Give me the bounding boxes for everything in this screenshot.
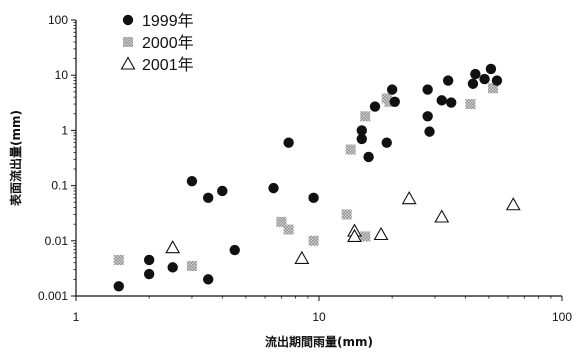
data-point (491, 75, 503, 86)
data-point (341, 209, 352, 220)
data-point (386, 84, 398, 95)
data-point (360, 111, 371, 122)
data-point (217, 185, 228, 197)
data-point (203, 274, 214, 285)
data-point (186, 260, 197, 271)
data-point (186, 176, 198, 187)
data-point (345, 144, 356, 155)
data-point (373, 226, 389, 241)
data-point (308, 235, 319, 246)
legend-marker (120, 56, 136, 70)
data-point (360, 231, 371, 242)
data-point (467, 78, 479, 89)
y-tick-label: 100 (48, 13, 68, 27)
data-point (369, 101, 381, 112)
data-point (276, 216, 287, 227)
data-point (389, 96, 400, 107)
data-point (505, 197, 521, 211)
x-tick-label: 1 (73, 310, 80, 324)
data-point (381, 137, 392, 148)
x-tick-label: 10 (312, 310, 326, 324)
data-point (203, 192, 214, 204)
data-point (436, 95, 447, 106)
data-point (308, 192, 319, 204)
y-tick-label: 10 (55, 68, 69, 82)
y-tick-label: 0.001 (38, 289, 68, 303)
legend-label: 2000年 (142, 34, 194, 52)
data-point (283, 137, 294, 148)
data-point (356, 133, 367, 145)
legend-item: 2001年 (120, 56, 194, 74)
data-point (294, 250, 310, 264)
y-tick-label: 1 (61, 123, 68, 137)
data-point (268, 182, 279, 194)
data-point (143, 268, 155, 280)
data-point (356, 125, 367, 136)
y-tick-label: 0.1 (51, 179, 68, 193)
x-axis-title: 流出期間雨量(mm) (265, 334, 373, 349)
data-point (424, 126, 435, 137)
data-point (401, 191, 417, 205)
legend-item: 1999年 (122, 12, 194, 30)
data-point (434, 209, 450, 223)
legend-marker (123, 37, 133, 47)
axes: 0.001 0.01 0.1 1 10 100 1 10 100 (38, 13, 572, 324)
y-tick-label: 0.01 (45, 234, 69, 248)
data-point (143, 254, 155, 266)
data-point (485, 63, 497, 75)
legend-marker (122, 14, 134, 26)
data-point (465, 99, 476, 110)
legend-item: 2000年 (123, 34, 194, 52)
data-point (113, 254, 124, 265)
data-point (422, 84, 433, 95)
data-point (283, 224, 294, 235)
data-points (113, 63, 521, 292)
series-2 (165, 191, 521, 264)
series-1 (113, 83, 498, 271)
data-point (347, 228, 362, 242)
legend-label: 2001年 (142, 56, 194, 74)
data-point (479, 73, 490, 85)
data-point (422, 111, 433, 122)
series-0 (113, 63, 503, 292)
data-point (113, 281, 124, 292)
data-point (384, 96, 395, 107)
legend: 1999年 2000年 2001年 (120, 12, 194, 74)
data-point (487, 83, 498, 94)
data-point (363, 151, 374, 163)
data-point (165, 240, 181, 254)
x-tick-label: 100 (552, 310, 572, 324)
data-point (470, 68, 481, 80)
data-point (446, 97, 457, 108)
data-point (229, 244, 240, 256)
legend-label: 1999年 (142, 12, 194, 30)
data-point (442, 75, 454, 86)
data-point (167, 262, 178, 273)
y-axis-title: 表面流出量(mm) (8, 110, 23, 207)
